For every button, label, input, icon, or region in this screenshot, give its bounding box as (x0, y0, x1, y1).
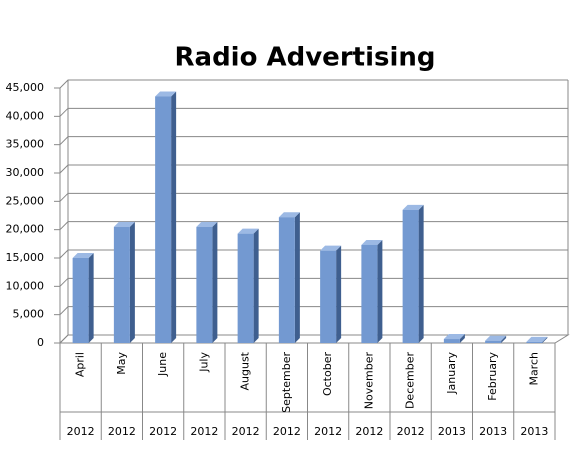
bar (237, 228, 259, 343)
grid-line (59, 306, 568, 316)
x-tick-label: November (362, 352, 375, 410)
bar-front (196, 226, 213, 343)
y-tick-label: 15,000 (6, 251, 45, 264)
x-group-label: 2012 (273, 425, 301, 438)
bar-front (526, 341, 543, 343)
bar-face (113, 221, 135, 227)
bar-face (542, 336, 548, 343)
bar (402, 204, 424, 343)
x-tick-label: March (527, 352, 540, 386)
bar-face (278, 212, 300, 218)
x-tick-label: May (115, 352, 128, 375)
y-tick-label: 25,000 (6, 194, 45, 207)
x-group-label: 2012 (108, 425, 136, 438)
bar-face (402, 204, 424, 210)
bar-front (361, 244, 378, 343)
bar-face (129, 221, 135, 343)
bar (155, 91, 177, 343)
bar-front (113, 226, 130, 343)
bar-face (320, 245, 342, 251)
y-tick-label: 35,000 (6, 138, 45, 151)
bar-front (485, 340, 502, 343)
bar-face (485, 335, 507, 341)
bar-front (237, 233, 254, 343)
bar-face (72, 253, 94, 258)
y-tick-label: 40,000 (6, 109, 45, 122)
bar-face (155, 91, 177, 97)
chart-title: Radio Advertising (175, 43, 436, 73)
x-tick-label: February (486, 352, 499, 401)
bar-face (196, 221, 218, 227)
bar-face (336, 245, 342, 343)
grid-line (59, 221, 568, 231)
bar (113, 221, 135, 343)
bar-face (418, 204, 424, 343)
x-group-label: 2012 (314, 425, 342, 438)
bar-face (459, 334, 465, 343)
bar (320, 245, 342, 343)
x-tick-label: June (156, 352, 169, 377)
y-tick-label: 10,000 (6, 279, 45, 292)
grid-line (59, 334, 568, 344)
x-group-label: 2012 (232, 425, 260, 438)
grid-line (59, 136, 568, 146)
grid-line (59, 107, 568, 117)
x-group-label: 2012 (67, 425, 95, 438)
x-group-label: 2013 (520, 425, 548, 438)
x-tick-label: December (404, 352, 417, 410)
x-group-label: 2013 (479, 425, 507, 438)
bar (485, 335, 507, 343)
bar-face (294, 212, 300, 343)
grid-line (59, 192, 568, 202)
grid-line (59, 249, 568, 259)
x-tick-label: October (321, 352, 334, 396)
bar-face (88, 253, 94, 343)
bar-face (361, 239, 383, 245)
x-tick-label: August (239, 351, 252, 390)
x-tick-label: April (74, 352, 87, 377)
bar-face (237, 228, 259, 234)
bar (196, 221, 218, 343)
grid-line (59, 164, 568, 174)
x-tick-label: July (197, 352, 210, 373)
bar-front (320, 250, 337, 343)
y-tick-label: 30,000 (6, 166, 45, 179)
bar-front (72, 258, 89, 343)
x-tick-label: January (445, 352, 458, 395)
x-group-label: 2013 (438, 425, 466, 438)
y-tick-label: 20,000 (6, 223, 45, 236)
bar-face (171, 91, 177, 343)
bar (526, 336, 548, 343)
bar-front (155, 96, 172, 343)
y-tick-label: 0 (37, 336, 44, 349)
x-group-label: 2012 (397, 425, 425, 438)
bar (361, 239, 383, 343)
x-tick-label: September (280, 352, 293, 413)
bar-front (278, 217, 295, 343)
x-group-label: 2012 (355, 425, 383, 438)
x-group-label: 2012 (190, 425, 218, 438)
bar (72, 253, 94, 343)
bar-front (402, 209, 419, 343)
bar-face (501, 335, 507, 343)
x-group-label: 2012 (149, 425, 177, 438)
y-tick-label: 5,000 (13, 308, 45, 321)
bar-face (377, 239, 383, 343)
bar-face (212, 221, 218, 343)
bar-face (443, 334, 465, 340)
bar-face (253, 228, 259, 343)
bar-face (526, 336, 548, 342)
y-tick-label: 45,000 (6, 81, 45, 94)
grid-line (59, 79, 568, 89)
grid-line (59, 277, 568, 287)
bar-front (443, 339, 460, 343)
bar (443, 334, 465, 343)
bar (278, 212, 300, 343)
